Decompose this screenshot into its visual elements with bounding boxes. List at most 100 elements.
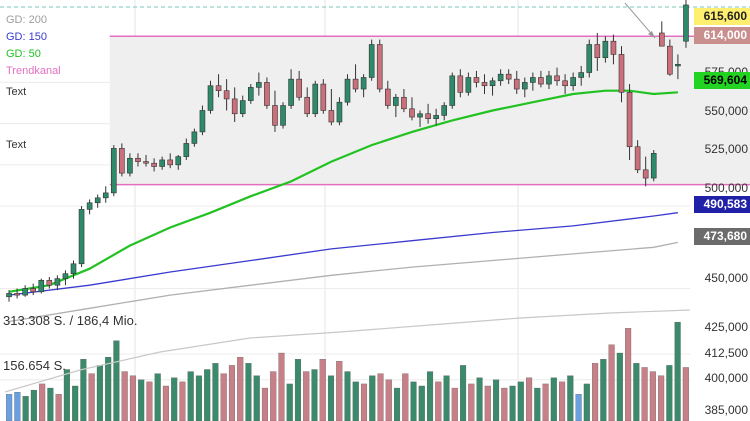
volume-bar-61 [509, 385, 516, 421]
candle-body-77 [626, 92, 633, 148]
volume-bar-52 [435, 381, 442, 421]
candle-body-4 [38, 279, 45, 293]
volume-bar-82 [682, 367, 689, 421]
volume-bar-4 [39, 383, 46, 421]
candle-body-6 [54, 278, 61, 286]
candle-body-13 [110, 148, 117, 194]
annotation-text-1[interactable]: Text [6, 86, 27, 98]
candle-body-5 [46, 279, 53, 286]
legend-trendkanal[interactable]: Trendkanal [6, 65, 61, 77]
volume-bar-80 [666, 365, 673, 421]
candle-body-21 [175, 156, 182, 166]
volume-bar-22 [187, 371, 194, 421]
candle-body-14 [119, 148, 125, 174]
candle-body-84 [683, 4, 689, 42]
volume-bar-44 [369, 375, 376, 421]
candle-body-29 [239, 100, 246, 115]
chart-legend: GD: 200 GD: 150 GD: 50 Trendkanal [6, 12, 61, 80]
candle-body-47 [384, 88, 391, 106]
candle-body-71 [578, 72, 585, 78]
volume-bar-29 [245, 363, 252, 421]
candle-body-51 [417, 113, 423, 118]
candle-body-55 [449, 75, 456, 106]
volume-bar-36 [303, 371, 310, 421]
candle-body-58 [473, 77, 480, 83]
candle-body-39 [320, 83, 327, 111]
candle-body-9 [78, 209, 85, 265]
candle-body-74 [602, 40, 609, 59]
volume-bar-73 [608, 344, 615, 421]
candle-body-83 [675, 63, 681, 67]
candle-body-57 [465, 77, 472, 93]
candle-body-20 [167, 159, 174, 166]
legend-gd-200[interactable]: GD: 200 [6, 14, 47, 26]
volume-bar-33 [278, 352, 285, 421]
volume-bar-53 [443, 375, 450, 421]
candle-body-10 [86, 202, 93, 210]
volume-bar-39 [327, 375, 335, 421]
volume-bar-69 [575, 394, 582, 421]
annotation-arrow-line [624, 2, 656, 39]
candle-body-33 [272, 105, 278, 126]
volume-bar-21 [179, 381, 186, 421]
candle-body-18 [151, 162, 157, 167]
volume-bar-13 [113, 340, 120, 421]
volume-bar-72 [600, 359, 607, 421]
volume-bar-17 [146, 381, 153, 421]
volume-bar-41 [344, 371, 351, 421]
candle-body-66 [538, 77, 544, 85]
candle-body-25 [207, 85, 214, 111]
candle-body-31 [256, 82, 262, 88]
volume-bar-1 [14, 392, 21, 421]
volume-bar-0 [6, 394, 13, 421]
volume-bar-9 [80, 359, 87, 421]
volume-bar-57 [476, 377, 483, 421]
volume-bar-50 [418, 385, 425, 421]
candle-body-43 [352, 78, 359, 90]
volume-bar-58 [484, 385, 491, 421]
candle-body-28 [231, 98, 238, 115]
volume-bar-3 [30, 389, 37, 421]
candle-body-67 [546, 75, 552, 85]
candle-body-73 [594, 44, 601, 59]
candle-body-44 [360, 77, 367, 90]
candle-body-72 [586, 44, 593, 73]
volume-bar-76 [633, 363, 640, 421]
candle-body-59 [481, 82, 488, 87]
volume-bar-11 [96, 365, 103, 421]
volume-bar-5 [47, 387, 54, 421]
candle-body-64 [521, 82, 528, 90]
volume-bar-32 [270, 371, 277, 421]
legend-gd-50[interactable]: GD: 50 [6, 48, 41, 60]
volume-mid-label: 156.654 S. [3, 358, 66, 373]
candle-body-65 [530, 77, 536, 83]
volume-bar-63 [526, 377, 533, 421]
candle-body-30 [247, 87, 254, 101]
volume-bar-46 [385, 379, 392, 421]
price-tick-500: 500,000 [704, 181, 748, 195]
volume-bar-59 [493, 379, 500, 421]
annotation-text-2[interactable]: Text [6, 139, 27, 151]
price-tick-525: 525,000 [704, 142, 748, 156]
candle-body-16 [135, 157, 141, 162]
volume-bar-71 [592, 363, 599, 421]
candle-body-61 [497, 73, 504, 82]
volume-bar-38 [319, 359, 326, 421]
ma200-value-badge: 473,680 [694, 228, 750, 245]
volume-tick-412: 412,500 [704, 346, 748, 360]
legend-gd-150[interactable]: GD: 150 [6, 31, 47, 43]
volume-max-label: 313.308 S. / 186,4 Mio. [3, 313, 138, 328]
volume-bar-34 [286, 383, 293, 421]
candle-body-36 [296, 78, 302, 98]
volume-bar-31 [261, 387, 269, 421]
volume-bar-12 [105, 356, 112, 421]
volume-bar-65 [542, 383, 549, 421]
volume-bar-64 [534, 387, 541, 421]
candle-body-23 [191, 131, 198, 144]
volume-bar-56 [468, 383, 475, 421]
volume-bar-8 [72, 385, 79, 421]
candle-body-32 [264, 82, 270, 106]
candle-body-19 [159, 159, 165, 167]
